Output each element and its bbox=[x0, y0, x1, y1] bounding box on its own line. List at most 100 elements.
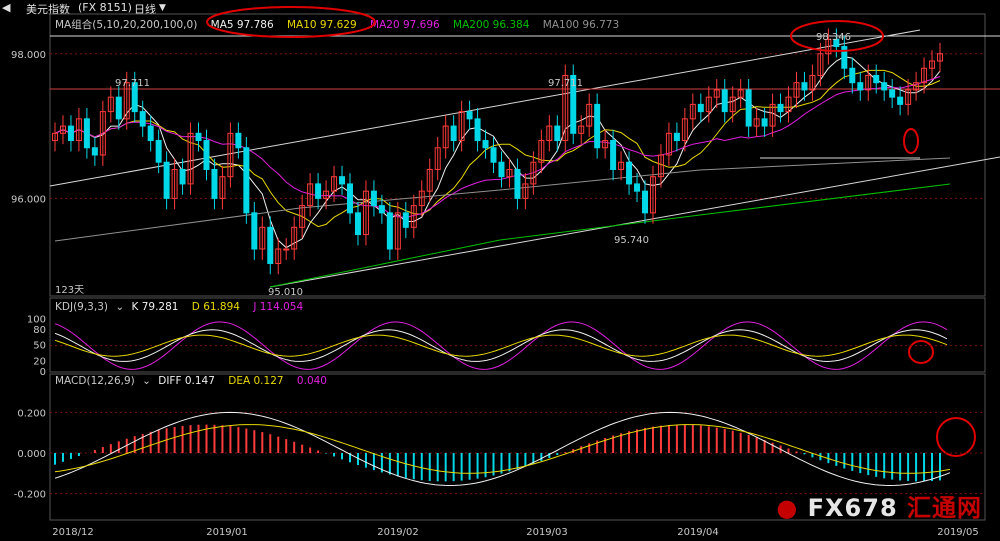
candle-body bbox=[211, 168, 218, 199]
x-tick-label: 2018/12 bbox=[52, 527, 94, 538]
candle-body bbox=[921, 67, 928, 84]
candle-body bbox=[554, 125, 561, 142]
candle-body bbox=[546, 125, 553, 142]
ma20-value: MA20 97.696 bbox=[370, 19, 440, 31]
highlight-circle-macd bbox=[936, 417, 976, 457]
candle-body bbox=[769, 103, 776, 127]
x-tick-label: 2019/01 bbox=[206, 527, 248, 538]
watermark: ● FX678 汇通网 bbox=[776, 488, 982, 523]
candle-body bbox=[378, 205, 385, 214]
candle-body bbox=[865, 74, 872, 91]
highlight-circle-high bbox=[790, 20, 884, 52]
candle-body bbox=[801, 82, 808, 91]
candle-body bbox=[131, 82, 138, 113]
candle-body bbox=[147, 125, 154, 142]
candle-body bbox=[737, 89, 744, 98]
candle-body bbox=[626, 161, 633, 185]
ma100-line bbox=[54, 157, 951, 242]
candle-body bbox=[362, 190, 369, 236]
candle-body bbox=[490, 147, 497, 163]
period-select[interactable]: 日线 bbox=[134, 3, 156, 16]
candle-body bbox=[697, 103, 704, 113]
candle-body bbox=[139, 111, 146, 127]
candle-body bbox=[937, 53, 943, 62]
macd-legend-label: MACD(12,26,9) bbox=[55, 375, 135, 387]
ma-legend: MA组合(5,10,20,200,100,0) MA5 97.786 MA10 … bbox=[55, 17, 629, 32]
kdj-y-tick: 80 bbox=[33, 325, 46, 336]
price-panel-frame bbox=[49, 13, 986, 297]
candle-body bbox=[873, 74, 880, 84]
candle-body bbox=[331, 176, 338, 192]
candle-body bbox=[299, 205, 306, 228]
ma200-line bbox=[269, 183, 951, 288]
candle-body bbox=[107, 96, 114, 113]
back-icon[interactable]: ◀ bbox=[2, 1, 11, 14]
kdj-panel-frame bbox=[49, 297, 986, 373]
candle-body bbox=[634, 183, 641, 192]
ma10-line bbox=[54, 69, 941, 228]
candle-body bbox=[91, 147, 98, 156]
candle-body bbox=[426, 168, 433, 192]
candle-body bbox=[673, 132, 680, 142]
chart-title: 美元指数 bbox=[26, 3, 70, 16]
kdj-d-value: D 61.894 bbox=[191, 301, 240, 313]
candle-body bbox=[259, 226, 266, 250]
candle-body bbox=[913, 82, 920, 91]
candle-body bbox=[889, 89, 896, 98]
kdj-j-line bbox=[54, 321, 948, 370]
low-label-1: 95.010 bbox=[268, 287, 303, 298]
candle-body bbox=[665, 132, 672, 156]
candle-body bbox=[323, 190, 330, 199]
candle-body bbox=[817, 53, 824, 76]
candle-body bbox=[307, 183, 314, 207]
candle-body bbox=[498, 161, 505, 178]
chart-code: (FX 8151) bbox=[78, 1, 132, 14]
candle-body bbox=[291, 226, 298, 250]
macd-value: 0.040 bbox=[296, 375, 327, 387]
candle-body bbox=[745, 89, 752, 127]
candle-body bbox=[347, 183, 353, 214]
candle-body bbox=[123, 82, 130, 120]
candle-body bbox=[570, 74, 577, 134]
macd-panel-frame bbox=[49, 373, 986, 521]
trendline-lower bbox=[269, 156, 1000, 288]
candle-body bbox=[219, 176, 226, 199]
candle-body bbox=[657, 154, 664, 178]
x-tick-label: 2019/03 bbox=[526, 527, 568, 538]
watermark-brand: FX678 bbox=[807, 494, 898, 522]
candle-body bbox=[275, 248, 282, 264]
price-y-tick: 96.000 bbox=[11, 194, 46, 205]
candle-body bbox=[434, 147, 441, 170]
candle-body bbox=[713, 89, 720, 98]
macd-diff-value: DIFF 0.147 bbox=[158, 375, 215, 387]
candle-body bbox=[155, 140, 162, 163]
candle-body bbox=[203, 140, 210, 170]
candle-body bbox=[75, 118, 82, 142]
chevron-down-icon[interactable]: ▼ bbox=[159, 3, 166, 13]
candle-body bbox=[235, 132, 242, 149]
macd-dea-line bbox=[54, 424, 951, 474]
high-label-1: 97.711 bbox=[115, 78, 150, 89]
candle-body bbox=[466, 111, 473, 120]
x-tick-label: 2019/04 bbox=[677, 527, 719, 538]
candle-body bbox=[171, 168, 178, 199]
candle-body bbox=[785, 96, 792, 113]
candle-body bbox=[809, 74, 816, 91]
macd-legend: MACD(12,26,9) ⌄ DIFF 0.147 DEA 0.127 0.0… bbox=[55, 375, 337, 387]
candle-body bbox=[705, 96, 712, 113]
highlight-circle-candle bbox=[903, 128, 919, 154]
candle-body bbox=[618, 161, 625, 170]
candle-body bbox=[354, 212, 361, 236]
chevron-down-icon[interactable]: ⌄ bbox=[115, 301, 125, 313]
chevron-down-icon[interactable]: ⌄ bbox=[142, 375, 151, 387]
candle-body bbox=[283, 248, 290, 251]
kdj-y-tick: 100 bbox=[27, 314, 46, 325]
highlight-circle-kdj bbox=[908, 340, 934, 364]
candle-body bbox=[99, 111, 106, 156]
candle-body bbox=[243, 147, 250, 214]
candle-body bbox=[578, 125, 585, 134]
candle-body bbox=[267, 226, 274, 264]
kdj-y-tick: 20 bbox=[33, 356, 46, 367]
candle-body bbox=[761, 118, 768, 127]
